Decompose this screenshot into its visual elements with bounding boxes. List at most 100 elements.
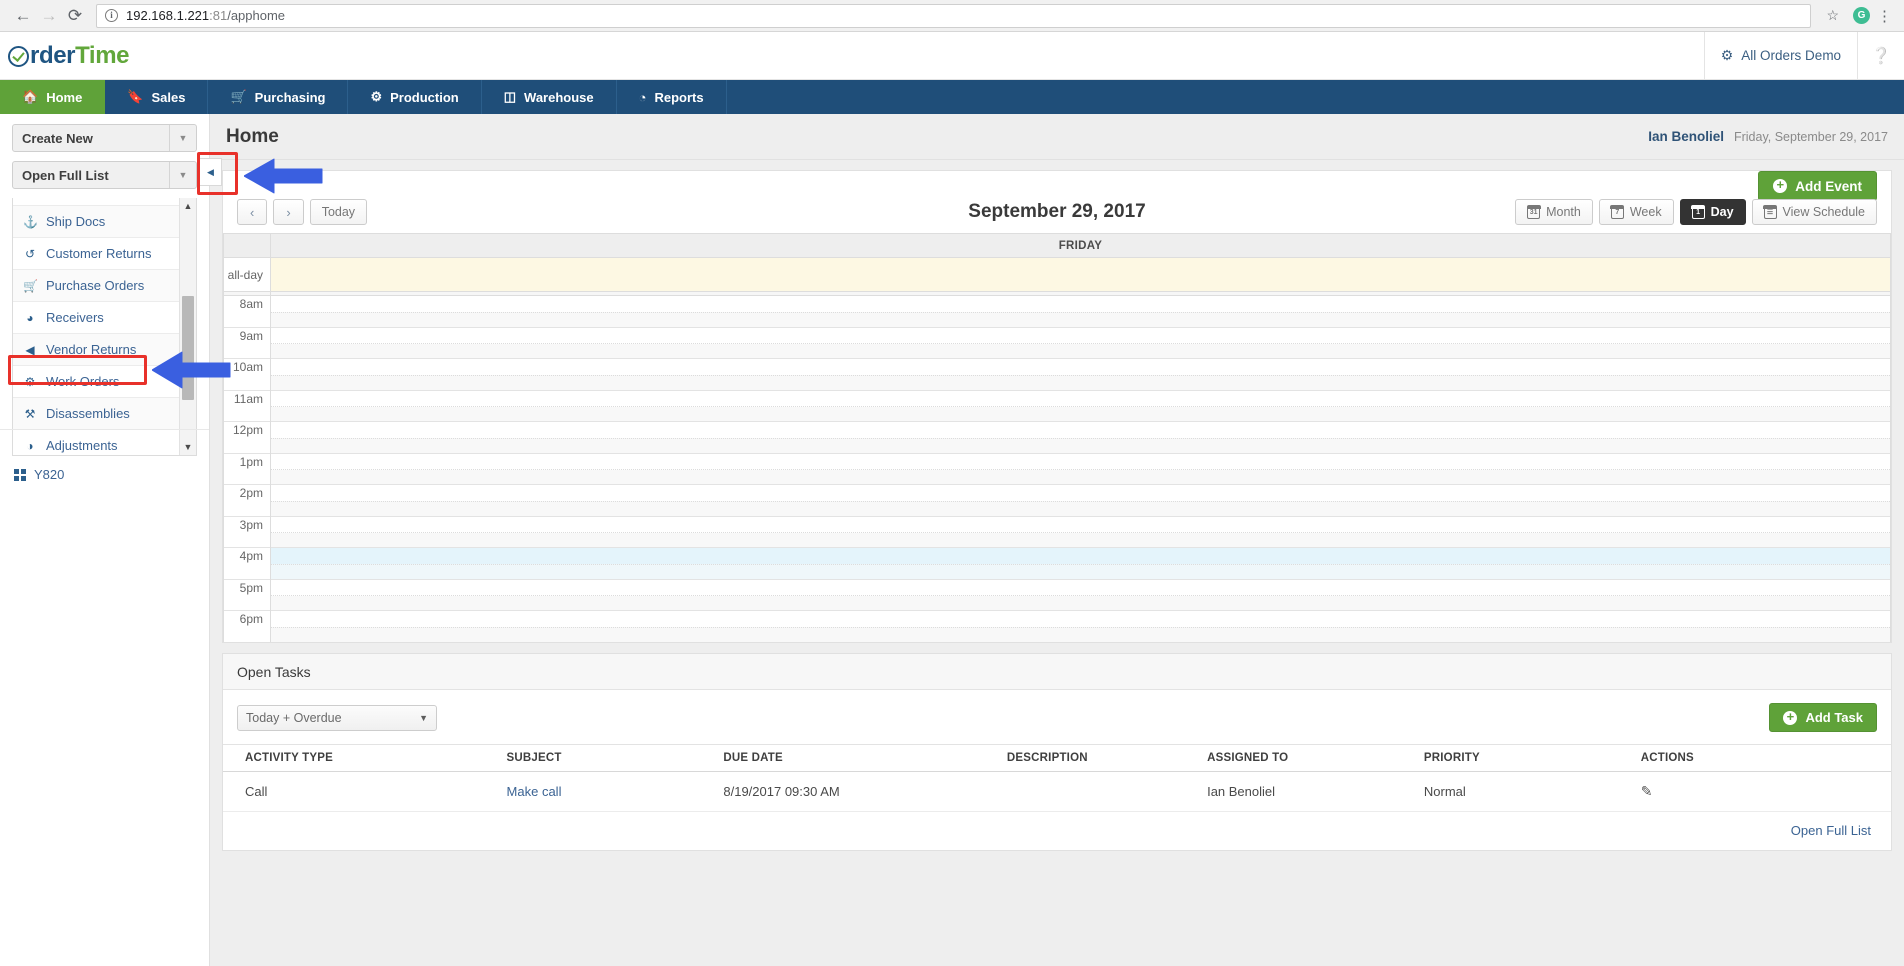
scroll-up-icon[interactable]: ▲	[183, 201, 193, 211]
sidebar-item-ship-docs[interactable]: ⚓ Ship Docs	[13, 206, 196, 238]
chevron-down-icon[interactable]: ▼	[169, 125, 196, 151]
open-full-list-dropdown[interactable]: Open Full List ▼	[12, 161, 197, 189]
sidebar-item-disassemblies[interactable]: ⚒ Disassemblies	[13, 398, 196, 430]
next-day-button[interactable]: ›	[273, 199, 304, 225]
cell-due-date: 8/19/2017 09:30 AM	[723, 771, 1007, 812]
open-full-list-link[interactable]: Open Full List	[1790, 823, 1871, 838]
reload-icon[interactable]: ⟳	[67, 5, 83, 25]
half-row-1pm	[223, 469, 1891, 485]
half-slot[interactable]	[270, 437, 1891, 453]
nav-label: Reports	[654, 89, 704, 105]
sidebar-item-vendor-returns[interactable]: ◀ Vendor Returns	[13, 334, 196, 366]
nav-item-production[interactable]: ⚙ Production	[348, 80, 482, 114]
today-button[interactable]: Today	[309, 199, 368, 225]
half-slot[interactable]	[270, 469, 1891, 485]
site-info-icon[interactable]: i	[105, 9, 118, 22]
sidebar-item-receivers[interactable]: ◕ Receivers	[13, 302, 196, 334]
hour-slot[interactable]	[270, 389, 1891, 407]
half-slot[interactable]	[270, 626, 1891, 642]
calendar-view-group: 31 Month 7 Week 1 Day ☰ View Schedule	[1515, 199, 1877, 225]
hour-slot[interactable]	[270, 578, 1891, 596]
hour-label: 11am	[223, 389, 271, 407]
nav-item-sales[interactable]: 🔖 Sales	[105, 80, 209, 114]
sidebar-scrollbar[interactable]: ▲ ▼	[179, 198, 196, 455]
task-filter-select[interactable]: Today + Overdue ▼	[237, 704, 437, 731]
plus-icon: +	[1783, 710, 1798, 725]
hour-slot[interactable]	[270, 326, 1891, 344]
sidebar-item-purchase-orders[interactable]: 🛒 Purchase Orders	[13, 270, 196, 302]
home-icon: 🏠	[22, 89, 39, 104]
table-header-row: ACTIVITY TYPE SUBJECT DUE DATE DESCRIPTI…	[223, 744, 1891, 772]
hour-slot[interactable]	[270, 358, 1891, 375]
nav-item-home[interactable]: 🏠 Home	[0, 80, 106, 114]
star-icon[interactable]: ☆	[1826, 7, 1839, 23]
sidebar-bottom-label: Y820	[34, 467, 65, 482]
view-schedule-button[interactable]: ☰ View Schedule	[1751, 199, 1877, 225]
hour-label: 10am	[223, 358, 271, 375]
edit-icon[interactable]: ✎	[1640, 783, 1653, 799]
ordertime-logo: rder Time	[8, 42, 129, 70]
prev-day-button[interactable]: ‹	[237, 199, 268, 225]
forward-arrow-icon[interactable]: →	[40, 5, 58, 25]
calendar-week-icon: 7	[1610, 205, 1625, 219]
view-button-label: Day	[1710, 205, 1734, 219]
col-assigned-to[interactable]: ASSIGNED TO	[1207, 744, 1424, 772]
half-slot[interactable]	[270, 311, 1891, 327]
ship-docs-icon: ⚓	[23, 214, 38, 229]
hour-slot[interactable]	[270, 295, 1891, 312]
browser-menu-icon[interactable]: ⋮	[1877, 7, 1892, 25]
sidebar-item-work-orders[interactable]: ⚙ Work Orders	[13, 366, 196, 398]
view-month-button[interactable]: 31 Month	[1515, 199, 1593, 225]
grid-icon	[14, 468, 26, 481]
sidebar-item-y820[interactable]: Y820	[12, 467, 197, 482]
create-new-dropdown[interactable]: Create New ▼	[12, 124, 197, 152]
col-description[interactable]: DESCRIPTION	[1006, 744, 1208, 772]
hour-slot-selected[interactable]	[270, 547, 1891, 564]
hour-slot[interactable]	[270, 484, 1891, 501]
extension-icon[interactable]: G	[1853, 7, 1870, 24]
task-subject-link[interactable]: Make call	[506, 784, 562, 799]
calendar-day-header-row: FRIDAY	[223, 233, 1891, 258]
address-bar[interactable]: i 192.168.1.221:81/apphome	[96, 3, 1812, 28]
col-actions[interactable]: ACTIONS	[1640, 744, 1891, 772]
nav-item-warehouse[interactable]: ◫ Warehouse	[482, 80, 617, 114]
col-priority[interactable]: PRIORITY	[1423, 744, 1641, 772]
app-header: rder Time ⚙ All Orders Demo ❔	[0, 32, 1904, 80]
view-week-button[interactable]: 7 Week	[1598, 199, 1674, 225]
half-slot[interactable]	[270, 374, 1891, 390]
col-due-date[interactable]: DUE DATE	[723, 744, 1007, 772]
chevron-down-icon[interactable]: ▼	[169, 162, 196, 188]
scrollbar-thumb[interactable]	[182, 296, 194, 400]
half-slot[interactable]	[270, 500, 1891, 516]
nav-item-reports[interactable]: ◔ Reports	[617, 80, 727, 114]
sidebar-item-sales-orders[interactable]: ⚙ Sales Orders	[13, 198, 196, 206]
sidebar-item-adjustments[interactable]: ◑ Adjustments	[13, 430, 196, 455]
nav-item-purchasing[interactable]: 🛒 Purchasing	[208, 80, 349, 114]
half-slot[interactable]	[270, 343, 1891, 359]
receivers-icon: ◕	[26, 310, 34, 325]
main-navigation: 🏠 Home 🔖 Sales 🛒 Purchasing ⚙ Production…	[0, 80, 1904, 114]
hour-slot[interactable]	[270, 610, 1891, 627]
col-activity-type[interactable]: ACTIVITY TYPE	[223, 744, 507, 772]
allday-slot[interactable]	[270, 257, 1891, 292]
half-slot[interactable]	[270, 406, 1891, 422]
view-day-button[interactable]: 1 Day	[1679, 199, 1746, 225]
add-task-button[interactable]: + Add Task	[1769, 703, 1877, 732]
half-slot[interactable]	[270, 532, 1891, 548]
half-slot[interactable]	[270, 563, 1891, 579]
add-event-button[interactable]: + Add Event	[1758, 171, 1877, 201]
hour-slot[interactable]	[270, 515, 1891, 533]
allday-row: all-day	[223, 257, 1891, 292]
half-row-5pm	[223, 595, 1891, 611]
sidebar-item-customer-returns[interactable]: ↺ Customer Returns	[13, 238, 196, 270]
help-icon[interactable]: ❔	[1857, 32, 1904, 79]
sidebar-collapse-toggle[interactable]: ◀	[200, 158, 222, 186]
half-slot[interactable]	[270, 595, 1891, 611]
hour-slot[interactable]	[270, 452, 1891, 470]
account-menu[interactable]: ⚙ All Orders Demo	[1703, 32, 1857, 79]
back-arrow-icon[interactable]: ←	[14, 5, 32, 25]
hour-slot[interactable]	[270, 421, 1891, 438]
scroll-down-icon[interactable]: ▼	[183, 442, 193, 452]
nav-label: Warehouse	[524, 89, 594, 105]
col-subject[interactable]: SUBJECT	[506, 744, 724, 772]
